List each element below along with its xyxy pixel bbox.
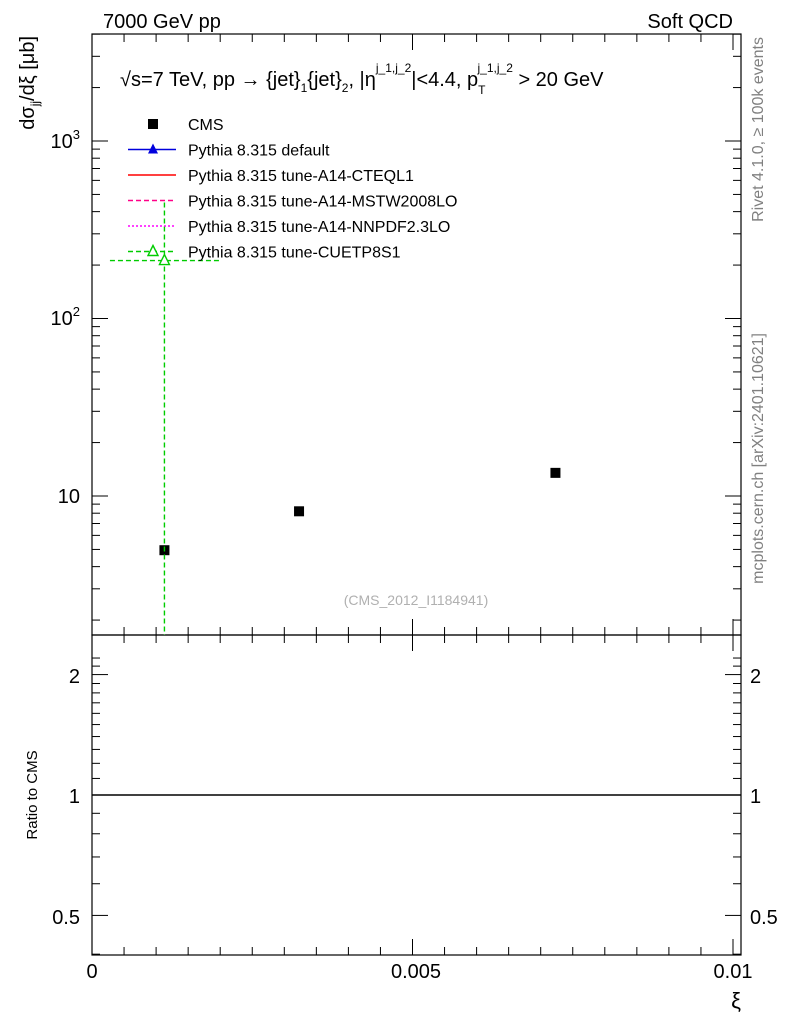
legend-label: Pythia 8.315 tune-CUETP8S1 xyxy=(188,245,401,262)
legend-label: CMS xyxy=(188,117,224,134)
ratio-y-axis-label: Ratio to CMS xyxy=(24,750,41,839)
ratio-y-tick-label-1-right: 1 xyxy=(750,786,761,808)
legend-entry-2: Pythia 8.315 tune-A14-CTEQL1 xyxy=(128,168,414,185)
title-sqrt: √ xyxy=(120,69,131,91)
series-0 xyxy=(159,467,561,556)
ylabel-pre: dσ xyxy=(17,106,39,130)
legend: CMS Pythia 8.315 default Pythia 8.315 tune… xyxy=(128,117,457,262)
legend-entry-1: Pythia 8.315 default xyxy=(128,143,330,160)
legend-entry-0: CMS xyxy=(148,117,224,134)
title-sup1: j_1,j_2 xyxy=(375,61,412,75)
x-tick-label-0.01: 0.01 xyxy=(714,961,753,983)
legend-label: Pythia 8.315 default xyxy=(188,143,330,160)
ratio-y-tick-label-2: 2 xyxy=(69,666,80,688)
axis-ticks xyxy=(91,33,741,955)
title-sub2: 2 xyxy=(342,81,349,95)
y-tick-label-1000: 103 xyxy=(51,127,80,153)
legend-marker xyxy=(148,143,158,154)
ylabel-post: /dξ [μb] xyxy=(17,36,39,101)
title-sub1: 1 xyxy=(301,81,308,95)
legend-cms-marker xyxy=(148,119,158,129)
analysis-watermark: (CMS_2012_I1184941) xyxy=(344,592,489,608)
plot-title: √s=7 TeV, pp → {jet}1{jet}2, |ηj_1,j_2|<… xyxy=(120,61,604,97)
rivet-label: Rivet 4.1.0, ≥ 100k events xyxy=(750,37,767,222)
header-right: Soft QCD xyxy=(647,11,733,33)
legend-label: Pythia 8.315 tune-A14-CTEQL1 xyxy=(188,168,414,185)
ylabel-sub: jj xyxy=(28,101,42,107)
title-main: s=7 TeV, pp → {jet} xyxy=(131,69,301,91)
cms-data-point xyxy=(294,506,305,517)
ratio-y-tick-label-0.5: 0.5 xyxy=(52,907,80,929)
title-sup2: j_1,j_2 xyxy=(477,61,514,75)
title-mid2: , |η xyxy=(348,69,375,91)
ratio-y-tick-label-2-right: 2 xyxy=(750,666,761,688)
title-tail: > 20 GeV xyxy=(513,69,604,91)
ratio-y-tick-label-0.5-right: 0.5 xyxy=(750,907,778,929)
title-mid1: {jet} xyxy=(307,69,342,91)
cms-data-point xyxy=(550,467,561,478)
header-left: 7000 GeV pp xyxy=(103,11,221,33)
x-tick-label-0: 0 xyxy=(86,961,97,983)
y-tick-label-10: 10 xyxy=(58,486,80,508)
legend-entry-4: Pythia 8.315 tune-A14-NNPDF2.3LO xyxy=(128,219,450,236)
series-5 xyxy=(109,202,221,635)
mc-data-point xyxy=(158,253,171,266)
legend-label: Pythia 8.315 tune-A14-NNPDF2.3LO xyxy=(188,219,450,236)
title-mid3: |<4.4, p xyxy=(411,69,478,91)
x-tick-label-0.005: 0.005 xyxy=(391,961,441,983)
mcplots-label: mcplots.cern.ch [arXiv:2401.10621] xyxy=(750,333,767,584)
legend-entry-3: Pythia 8.315 tune-A14-MSTW2008LO xyxy=(128,194,457,211)
y-tick-label-100: 102 xyxy=(51,304,80,330)
title-subT: T xyxy=(478,83,486,97)
main-y-axis-label: dσjj/dξ [μb] xyxy=(17,36,42,130)
ratio-y-tick-label-1: 1 xyxy=(69,786,80,808)
data-series xyxy=(109,202,561,635)
x-axis-label: ξ xyxy=(731,988,741,1013)
legend-marker xyxy=(146,243,160,257)
legend-label: Pythia 8.315 tune-A14-MSTW2008LO xyxy=(188,194,457,211)
legend-entry-5: Pythia 8.315 tune-CUETP8S1 xyxy=(128,243,401,262)
